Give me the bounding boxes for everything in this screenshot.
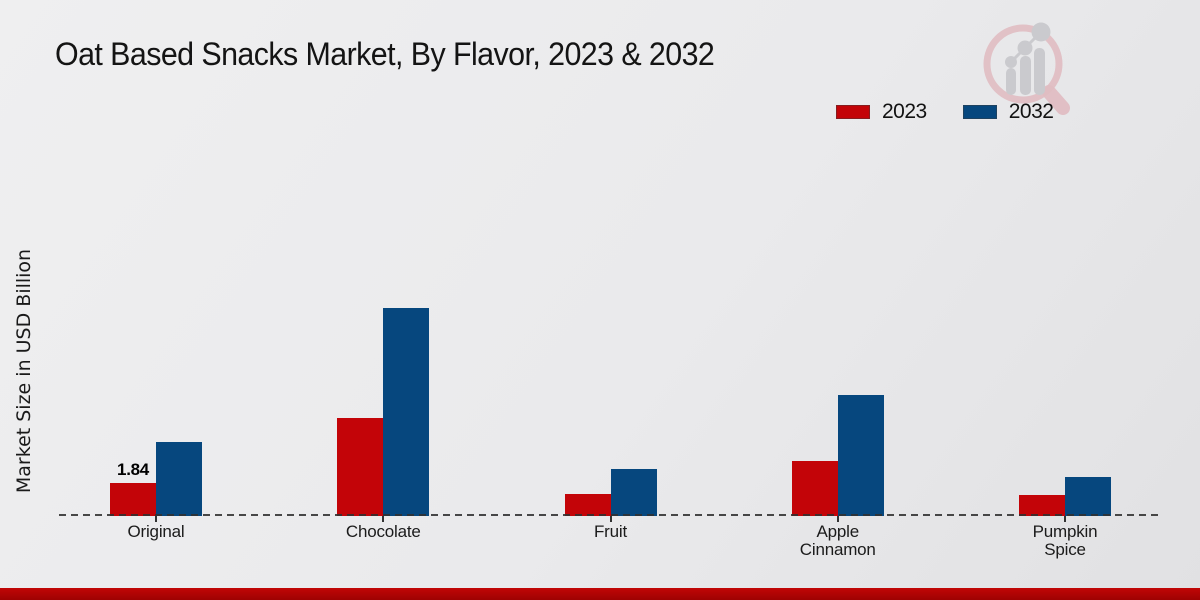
legend: 2023 2032 (836, 100, 1054, 124)
category-label-fruit: Fruit (593, 522, 627, 541)
legend-label-2032: 2032 (1008, 100, 1054, 123)
category-label-apple-cinnamon: Apple Cinnamon (799, 522, 876, 559)
magnifier-bar-chart-logo-icon (983, 22, 1070, 115)
bar-2023-original (110, 483, 156, 516)
bar-2032-original (156, 442, 202, 516)
x-axis-baseline (59, 514, 1161, 516)
data-label-2023: 1.84 (117, 460, 149, 479)
x-axis-tick-original (155, 516, 157, 522)
bar-2032-chocolate (383, 308, 430, 516)
x-axis-tick-apple-cinnamon (836, 516, 839, 522)
bar-2032-pumpkin-spice (1065, 477, 1111, 516)
legend-item-2032: 2032 (962, 100, 1054, 124)
bar-2032-apple-cinnamon (837, 395, 884, 516)
x-axis-tick-pumpkin-spice (1064, 516, 1066, 522)
category-label-chocolate: Chocolate (345, 522, 421, 541)
legend-label-2023: 2023 (882, 100, 927, 123)
bar-2032-fruit (610, 469, 657, 516)
category-label-original: Original (127, 522, 185, 541)
legend-item-2023: 2023 (836, 100, 927, 124)
chart-title: Oat Based Snacks Market, By Flavor, 2023… (55, 36, 715, 72)
bar-2023-fruit (564, 494, 611, 516)
footer-accent-bar (0, 588, 1200, 600)
bar-2023-chocolate (337, 418, 384, 516)
legend-swatch-2032 (962, 105, 997, 119)
x-axis-tick-fruit (609, 516, 612, 522)
legend-swatch-2023 (836, 105, 870, 119)
bar-2023-pumpkin-spice (1019, 495, 1065, 516)
category-label-pumpkin-spice: Pumpkin Spice (1032, 522, 1098, 559)
bar-2023-apple-cinnamon (791, 461, 838, 516)
x-axis-tick-chocolate (382, 516, 385, 522)
